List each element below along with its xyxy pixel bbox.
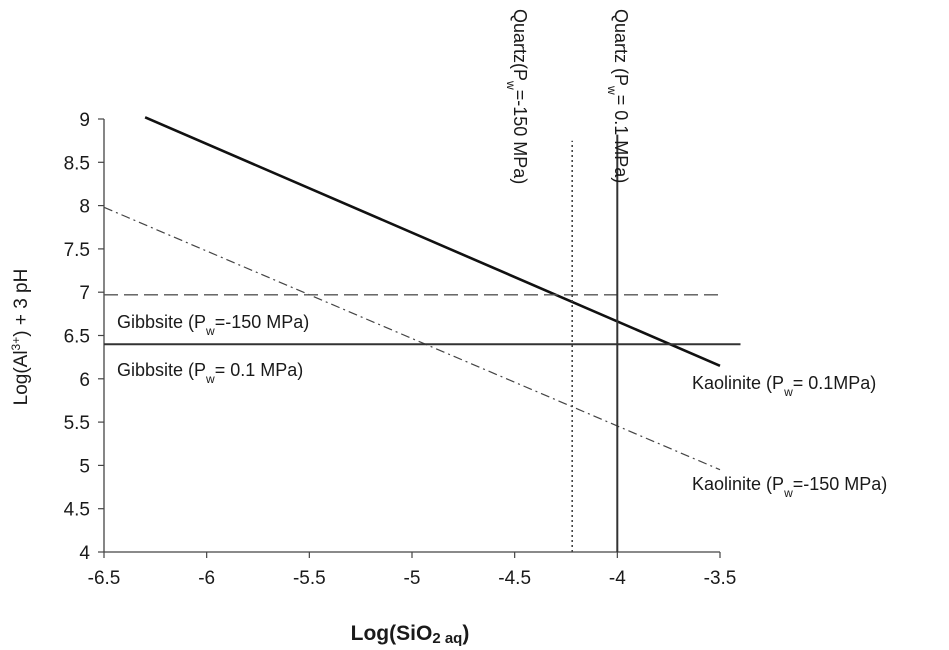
series-label-quartz_01: Quartz (Pw= 0.1 MPa) xyxy=(605,9,631,183)
y-tick-label: 5 xyxy=(79,456,90,477)
x-axis-label: Log(SiO2 aq) xyxy=(351,622,470,647)
y-tick-label: 8 xyxy=(79,197,90,218)
y-axis-label: Log(Al3+) + 3 pH xyxy=(9,269,32,406)
y-tick-label: 5.5 xyxy=(64,413,90,434)
series-label-quartz_150: Quartz(Pw=-150 MPa) xyxy=(504,9,530,184)
label-background xyxy=(114,311,313,339)
x-tick-label: -6 xyxy=(198,568,215,589)
series-line-kaolinite_01 xyxy=(144,116,721,367)
y-tick-label: 7.5 xyxy=(64,240,90,261)
y-tick-label: 6.5 xyxy=(64,327,90,348)
x-tick-label: -5.5 xyxy=(293,568,326,589)
series-labels: Kaolinite (Pw= 0.1MPa) Kaolinite (Pw=-150… xyxy=(114,9,887,500)
series-lines xyxy=(103,116,741,552)
series-label-gibbsite_01: Gibbsite (Pw= 0.1 MPa) xyxy=(117,360,303,386)
x-tick-label: -4.5 xyxy=(498,568,531,589)
series-label-gibbsite_150: Gibbsite (Pw=-150 MPa) xyxy=(117,312,309,338)
x-tick-label: -4 xyxy=(609,568,626,589)
series-label-kaolinite_01: Kaolinite (Pw= 0.1MPa) xyxy=(692,373,876,399)
y-tick-label: 7 xyxy=(79,283,90,304)
y-tick-label: 4 xyxy=(79,543,90,564)
y-tick-label: 4.5 xyxy=(64,500,90,521)
x-tick-label: -3.5 xyxy=(704,568,737,589)
axis-titles: Log(Al3+) + 3 pH Log(SiO2 aq) xyxy=(9,269,469,647)
x-tick-label: -6.5 xyxy=(88,568,121,589)
y-tick-label: 6 xyxy=(79,370,90,391)
x-tick-label: -5 xyxy=(404,568,421,589)
y-tick-label: 8.5 xyxy=(64,153,90,174)
axes: 4 4.5 5 5.5 6 6.5 7 7.5 8 8.5 9 -6.5 -6 -5.5 -5 -4.5 -4 -… xyxy=(64,110,737,589)
series-label-kaolinite_150: Kaolinite (Pw=-150 MPa) xyxy=(692,474,887,500)
y-tick-label: 9 xyxy=(79,110,90,131)
